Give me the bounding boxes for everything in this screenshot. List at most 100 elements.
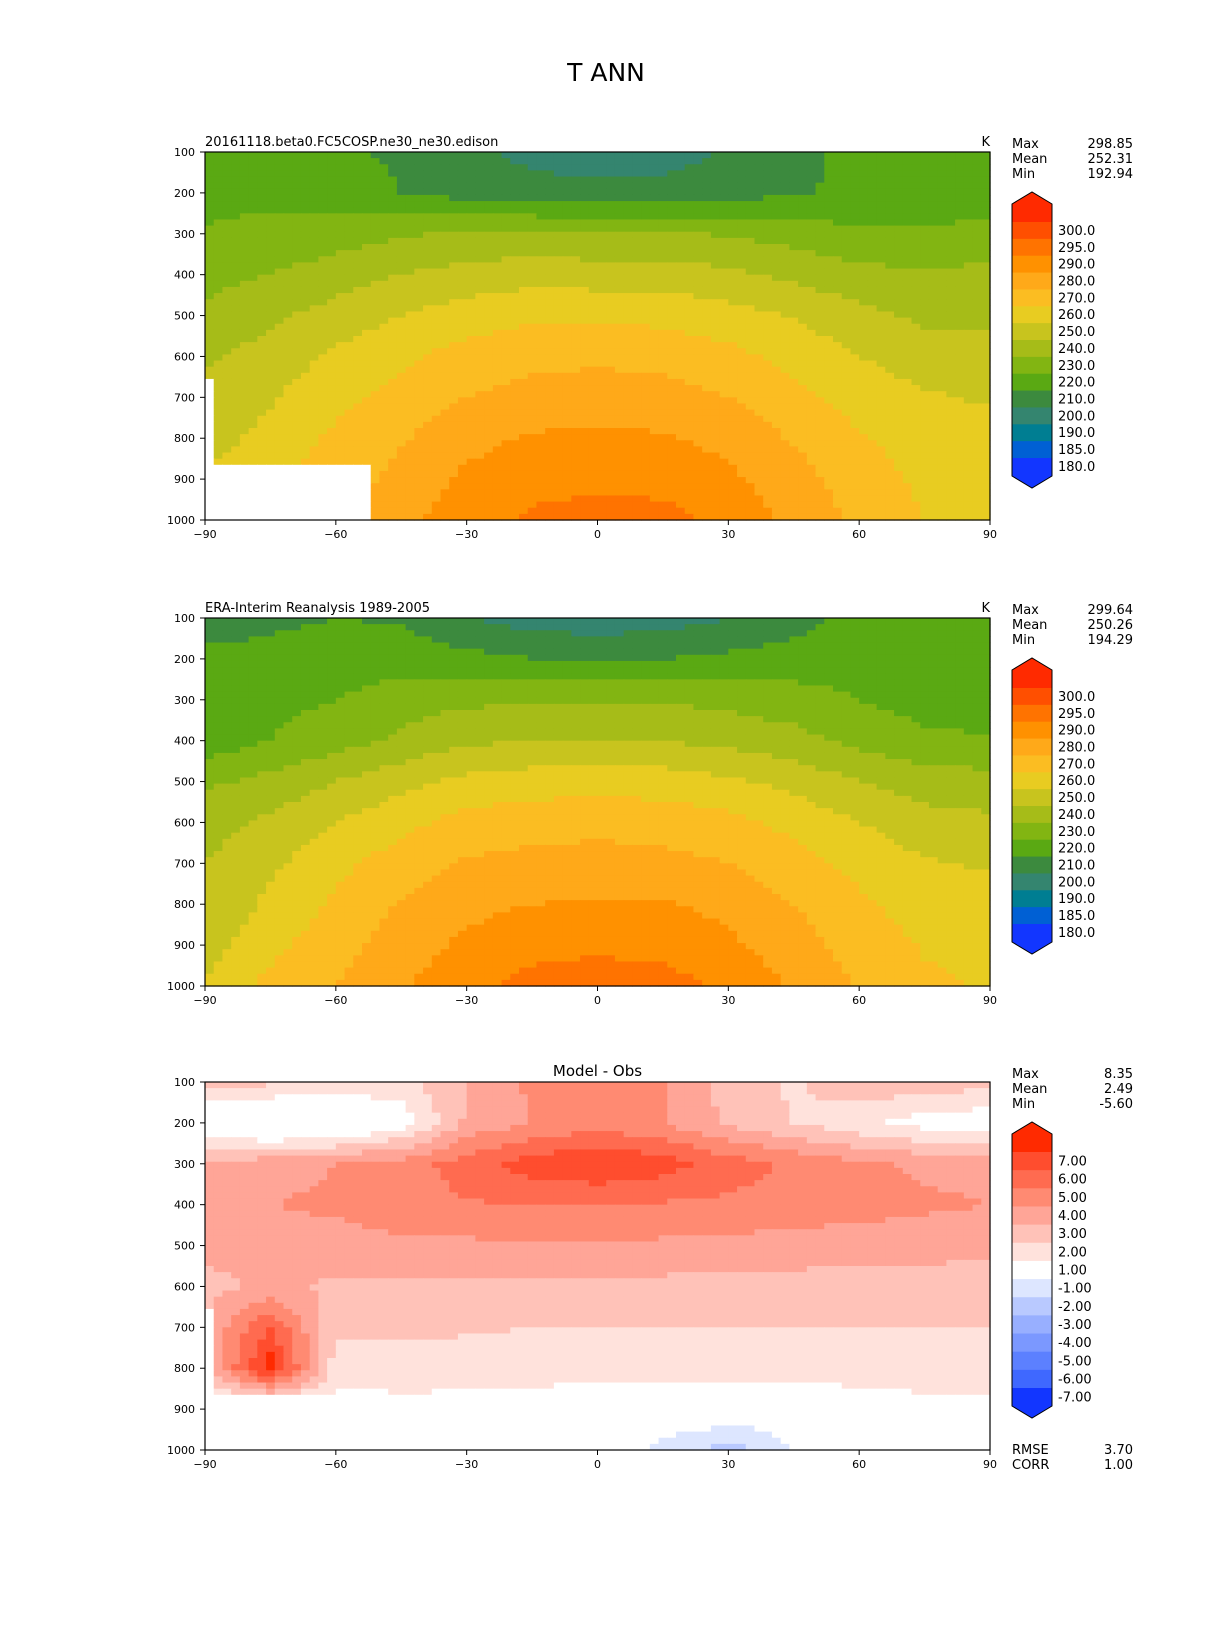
contour-cell: [519, 452, 529, 460]
contour-cell: [257, 421, 267, 429]
contour-cell: [335, 268, 346, 276]
contour-cell: [719, 378, 729, 386]
contour-cell: [667, 403, 677, 411]
contour-cell: [379, 194, 389, 202]
contour-cell: [318, 305, 328, 313]
contour-cell: [606, 336, 616, 343]
contour-cell: [440, 317, 450, 325]
contour-cell: [867, 305, 878, 313]
contour-cell: [981, 152, 991, 159]
contour-cell: [580, 440, 590, 447]
contour-cell: [318, 274, 328, 282]
contour-cell: [806, 274, 817, 282]
contour-cell: [562, 219, 572, 227]
contour-cell: [894, 158, 904, 165]
contour-cell: [588, 366, 599, 374]
contour-cell: [205, 415, 215, 423]
contour-cell: [292, 464, 302, 472]
contour-cell: [728, 329, 738, 337]
contour-cell: [362, 397, 372, 405]
contour-cell: [641, 470, 651, 478]
contour-cell: [501, 329, 511, 337]
contour-cell: [300, 354, 311, 362]
contour-cell: [597, 440, 607, 447]
contour-cell: [213, 244, 224, 251]
contour-cell: [213, 213, 224, 221]
contour-cell: [815, 354, 825, 362]
contour-cell: [300, 464, 311, 472]
contour-cell: [300, 299, 311, 306]
contour-cell: [536, 366, 546, 374]
contour-cell: [850, 409, 860, 417]
contour-cell: [815, 397, 825, 405]
contour-cell: [745, 378, 756, 386]
contour-cell: [693, 164, 703, 171]
contour-cell: [318, 311, 328, 319]
contour-cell: [527, 446, 538, 454]
contour-cell: [841, 237, 852, 245]
contour-cell: [370, 317, 381, 325]
contour-cell: [789, 470, 799, 478]
contour-cell: [780, 477, 790, 484]
contour-cell: [641, 360, 651, 368]
contour-cell: [754, 286, 764, 294]
contour-cell: [423, 421, 433, 429]
contour-cell: [946, 354, 956, 362]
contour-cell: [370, 440, 381, 447]
contour-cell: [213, 158, 224, 165]
contour-cell: [850, 372, 860, 380]
contour-cell: [588, 415, 599, 423]
contour-cell: [457, 372, 468, 380]
contour-cell: [388, 237, 398, 245]
contour-cell: [571, 440, 581, 447]
contour-cell: [588, 219, 599, 227]
contour-cell: [440, 237, 450, 245]
contour-cell: [676, 237, 686, 245]
contour-cell: [667, 446, 677, 454]
contour-cell: [902, 329, 913, 337]
contour-cell: [597, 323, 607, 331]
contour-cell: [457, 323, 468, 331]
contour-cell: [527, 305, 538, 313]
contour-cell: [440, 409, 450, 417]
contour-cell: [850, 397, 860, 405]
contour-cell: [937, 182, 947, 190]
contour-cell: [902, 219, 913, 227]
contour-cell: [379, 458, 389, 466]
contour-cell: [623, 207, 633, 214]
contour-cell: [266, 280, 276, 288]
contour-cell: [763, 244, 773, 251]
contour-cell: [780, 336, 790, 343]
contour-cell: [327, 274, 337, 282]
contour-cell: [710, 152, 721, 159]
contour-cell: [771, 176, 782, 184]
contour-cell: [850, 323, 860, 331]
contour-cell: [300, 207, 311, 214]
contour-cell: [667, 317, 677, 325]
contour-cell: [614, 262, 625, 270]
contour-cell: [370, 421, 381, 429]
contour-cell: [972, 231, 982, 239]
contour-cell: [928, 225, 939, 233]
contour-cell: [396, 342, 407, 349]
contour-cell: [588, 194, 599, 202]
contour-cell: [396, 188, 407, 196]
contour-cell: [449, 274, 459, 282]
contour-cell: [597, 360, 607, 368]
contour-cell: [937, 483, 947, 490]
contour-cell: [946, 293, 956, 300]
contour-cell: [824, 293, 834, 300]
contour-cell: [475, 237, 485, 245]
contour-cell: [266, 428, 276, 435]
contour-cell: [239, 366, 250, 374]
contour-cell: [902, 311, 913, 319]
contour-cell: [911, 311, 921, 319]
contour-cell: [754, 323, 764, 331]
contour-cell: [981, 354, 991, 362]
contour-cell: [780, 164, 790, 171]
contour-cell: [519, 182, 529, 190]
contour-cell: [667, 225, 677, 233]
contour-cell: [876, 194, 886, 202]
contour-cell: [745, 354, 756, 362]
contour-cell: [327, 391, 337, 398]
